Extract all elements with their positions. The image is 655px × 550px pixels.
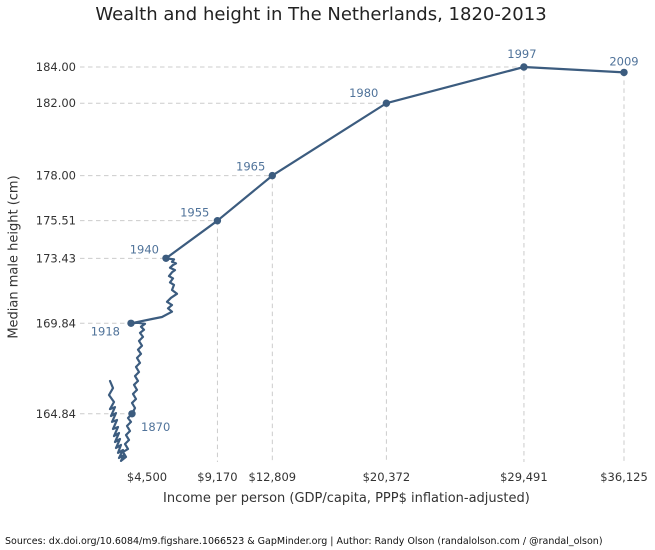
chart-title: Wealth and height in The Netherlands, 18…: [95, 4, 547, 25]
y-axis-title: Median male height (cm): [6, 175, 22, 339]
annotation-label-1870: 1870: [141, 420, 170, 434]
y-tick-label-182.00: 182.00: [36, 96, 76, 110]
data-point-1997: [520, 63, 528, 71]
source-attribution: Sources: dx.doi.org/10.6084/m9.figshare.…: [5, 536, 603, 547]
data-point-1955: [213, 217, 222, 225]
annotation-label-1955: 1955: [180, 206, 209, 220]
x-tick-label-$20,372: $20,372: [363, 470, 411, 484]
y-tick-label-169.84: 169.84: [36, 316, 76, 330]
x-axis-title: Income per person (GDP/capita, PPP$ infl…: [163, 491, 530, 506]
annotation-label-1997: 1997: [507, 47, 536, 61]
y-tick-label-164.84: 164.84: [36, 407, 76, 421]
data-point-1965: [268, 171, 276, 180]
x-tick-label-$29,491: $29,491: [500, 470, 548, 484]
annotation-label-1940: 1940: [130, 242, 159, 256]
data-point-1980: [382, 99, 391, 107]
x-tick-label-$9,170: $9,170: [197, 470, 237, 484]
x-tick-label-$4,500: $4,500: [127, 470, 167, 484]
annotation-label-1965: 1965: [236, 160, 265, 174]
y-tick-label-175.51: 175.51: [36, 214, 76, 228]
annotation-label-2009: 2009: [609, 54, 638, 68]
annotation-label-1980: 1980: [349, 86, 378, 100]
y-tick-label-173.43: 173.43: [36, 251, 76, 265]
data-point-1870: [128, 410, 136, 418]
x-tick-label-$36,125: $36,125: [600, 470, 648, 484]
data-point-1918: [127, 319, 135, 327]
y-tick-label-184.00: 184.00: [36, 60, 76, 74]
annotation-label-1918: 1918: [91, 324, 120, 338]
x-tick-label-$12,809: $12,809: [249, 470, 297, 484]
height-vs-income-line: [107, 65, 626, 462]
data-point-1940: [162, 254, 170, 262]
data-point-2009: [620, 68, 628, 77]
y-tick-label-178.00: 178.00: [36, 169, 76, 183]
